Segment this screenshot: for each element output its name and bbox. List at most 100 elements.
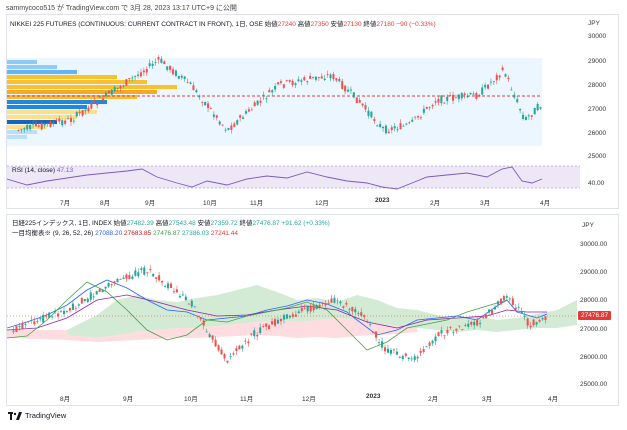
chart1-currency: JPY — [588, 20, 600, 27]
candle-body — [102, 98, 105, 101]
candle-body — [514, 307, 517, 310]
candle-body — [434, 336, 437, 342]
chart1-price-tick: 27000 — [588, 106, 607, 113]
candle-body — [235, 348, 238, 352]
candle-body — [440, 95, 443, 104]
candle-body — [516, 99, 519, 103]
candle-body — [332, 74, 335, 80]
candle-body — [294, 83, 297, 86]
candle-body — [431, 105, 434, 107]
candle-body — [475, 93, 478, 99]
chart1-price-tick: 30000 — [588, 33, 607, 40]
candle-body — [498, 75, 501, 78]
candle-body — [309, 305, 312, 312]
candle-body — [214, 339, 217, 347]
candle-body — [113, 281, 116, 283]
candle-body — [544, 316, 547, 320]
candle-body — [460, 92, 463, 99]
candle-body — [532, 319, 535, 326]
candle-body — [51, 316, 54, 318]
candle-body — [155, 277, 158, 279]
candle-body — [389, 349, 392, 354]
chart1-time-tick: 9月 — [145, 200, 156, 207]
rsi-line — [7, 166, 543, 190]
chart1-legend: NIKKEI 225 FUTURES (CONTINUOUS: CURRENT … — [10, 21, 436, 28]
candle-body — [510, 89, 513, 91]
candle-body — [536, 103, 539, 111]
candle-body — [177, 76, 180, 79]
candle-body — [383, 347, 387, 352]
candle-body — [72, 120, 75, 122]
chart2-price-pane[interactable] — [7, 240, 577, 390]
candle-body — [276, 319, 280, 324]
chart2-legend: 日経225インデックス, 1日, INDEX 始値27482.39 高値2754… — [12, 220, 330, 227]
candle-body — [27, 321, 30, 322]
candle-body — [323, 78, 326, 81]
candle-body — [244, 111, 247, 114]
candle-body — [195, 90, 198, 93]
rsi-band — [7, 166, 580, 188]
chart1-frame[interactable] — [6, 14, 619, 209]
tradingview-brand: TradingView — [25, 411, 67, 420]
candle-body — [522, 114, 525, 119]
candle-body — [140, 268, 143, 270]
candle-body — [137, 74, 140, 76]
candle-body — [151, 63, 154, 66]
candle-body — [508, 298, 511, 300]
chart1-change: −90 (−0.33%) — [396, 21, 436, 28]
chart2-frame[interactable] — [6, 214, 619, 406]
candle-body — [96, 103, 99, 106]
candle-body — [184, 296, 187, 301]
candle-body — [285, 314, 288, 319]
candle-body — [69, 117, 72, 122]
candle-body — [315, 305, 318, 310]
candle-body — [425, 106, 428, 109]
chart1-price-tick: 29000 — [588, 58, 607, 65]
candle-body — [519, 108, 522, 111]
candle-body — [259, 327, 262, 333]
candle-body — [134, 75, 137, 77]
chart1-price-pane[interactable] — [7, 30, 580, 162]
candle-body — [446, 96, 449, 101]
rsi-pane[interactable] — [7, 163, 580, 193]
candle-body — [479, 322, 482, 325]
candle-body — [209, 108, 212, 109]
candle-body — [428, 342, 431, 346]
candle-body — [330, 298, 333, 303]
candle-body — [232, 353, 235, 355]
candle-body — [215, 115, 218, 118]
candle-body — [303, 308, 306, 310]
chart1-price-tick: 26000 — [588, 130, 607, 137]
candle-body — [148, 63, 151, 67]
candle-body — [443, 102, 446, 104]
candle-body — [49, 121, 52, 127]
candle-body — [440, 330, 443, 334]
candle-body — [21, 323, 24, 329]
candle-body — [473, 321, 476, 326]
candle-body — [262, 94, 265, 97]
candle-body — [223, 353, 226, 359]
candle-body — [342, 306, 345, 308]
candle-body — [461, 329, 464, 331]
candle-body — [29, 125, 32, 130]
candle-body — [358, 99, 361, 103]
chart2-time-tick: 3月 — [482, 396, 493, 403]
candle-body — [37, 125, 40, 127]
candle-body — [134, 270, 137, 276]
chart2-time-tick: 2月 — [428, 396, 439, 403]
candle-body — [104, 286, 107, 289]
candle-body — [529, 325, 532, 328]
chart2-time-tick: 4月 — [548, 396, 559, 403]
candle-body — [392, 349, 395, 351]
chart2-price-tick: 25000.00 — [580, 381, 608, 388]
tradingview-logo[interactable]: TradingView — [8, 411, 66, 420]
candle-body — [80, 297, 83, 304]
candle-body — [437, 332, 440, 336]
candle-body — [291, 80, 294, 86]
candle-body — [166, 66, 169, 70]
candle-body — [137, 272, 140, 277]
candle-body — [122, 277, 125, 279]
candle-body — [530, 115, 533, 117]
candle-body — [256, 334, 259, 337]
candle-body — [306, 306, 309, 312]
